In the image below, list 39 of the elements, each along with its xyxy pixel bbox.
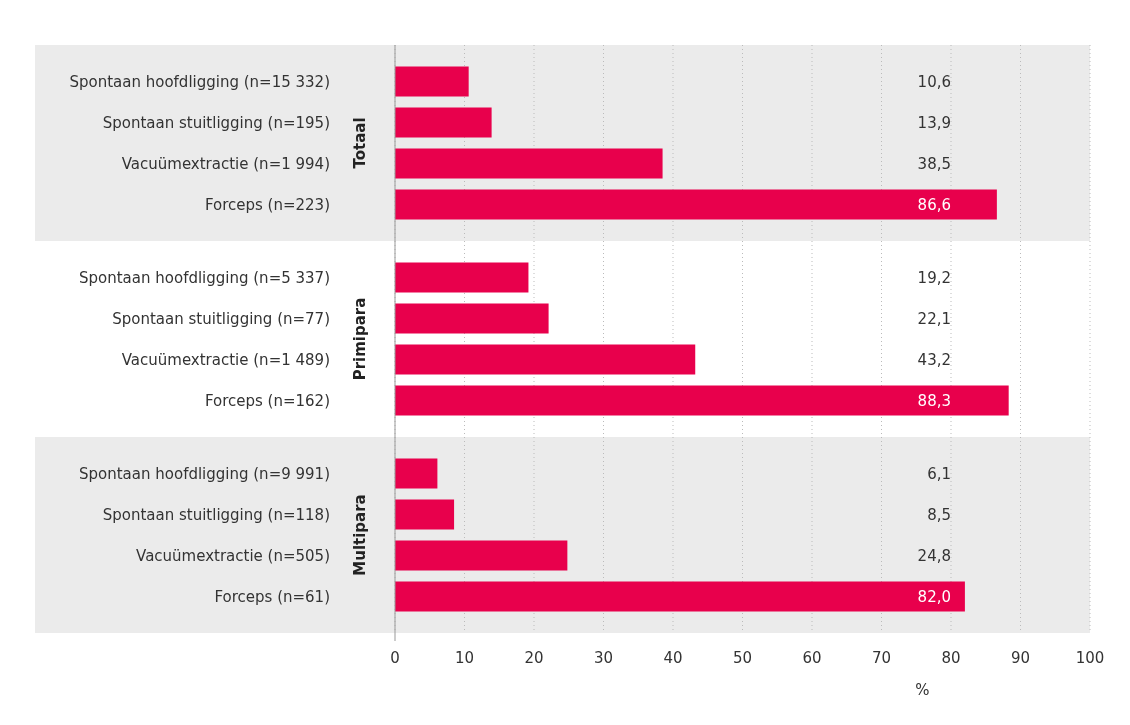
y-tick-label: Forceps (n=162) <box>204 391 330 410</box>
x-tick-label: 20 <box>524 649 544 667</box>
data-label: 24,8 <box>917 546 951 565</box>
y-tick-label: Spontaan hoofdligging (n=5 337) <box>79 268 330 287</box>
data-label: 13,9 <box>917 113 951 132</box>
y-tick-label: Spontaan stuitligging (n=195) <box>102 113 330 132</box>
y-tick-label: Spontaan hoofdligging (n=15 332) <box>69 72 330 91</box>
data-label: 43,2 <box>917 350 951 369</box>
y-tick-label: Vacuümextractie (n=1 994) <box>121 154 330 173</box>
y-tick-label: Vacuümextractie (n=505) <box>136 546 330 565</box>
y-tick-label: Forceps (n=61) <box>214 587 330 606</box>
data-label: 86,6 <box>917 195 951 214</box>
x-tick-label: 0 <box>390 649 400 667</box>
y-tick-label: Forceps (n=223) <box>204 195 330 214</box>
data-label: 88,3 <box>917 391 951 410</box>
x-tick-label: 30 <box>593 649 614 667</box>
x-tick-label: 80 <box>941 649 961 667</box>
y-tick-label: Spontaan hoofdligging (n=9 991) <box>79 464 330 483</box>
x-tick-label: 10 <box>454 649 475 667</box>
y-tick-label: Spontaan stuitligging (n=77) <box>112 309 330 328</box>
data-label: 22,1 <box>917 309 951 328</box>
x-tick-label: 50 <box>732 649 753 667</box>
data-label: 19,2 <box>917 268 951 287</box>
data-label: 6,1 <box>927 464 951 483</box>
x-tick-label: 40 <box>663 649 683 667</box>
data-label: 10,6 <box>917 72 951 91</box>
data-label: 8,5 <box>927 505 951 524</box>
data-label: 82,0 <box>917 587 951 606</box>
text: Primipara <box>351 297 369 381</box>
y-tick-label: Spontaan stuitligging (n=118) <box>102 505 330 524</box>
x-tick-label: 70 <box>871 649 892 667</box>
y-tick-label: Vacuümextractie (n=1 489) <box>121 350 330 369</box>
band-label: Totaal <box>351 117 369 169</box>
x-tick-label: 100 <box>1075 649 1105 667</box>
band-label: Multipara <box>351 494 369 576</box>
x-tick-label: 90 <box>1010 649 1031 667</box>
x-axis-title: % <box>915 681 930 699</box>
data-label: 38,5 <box>917 154 951 173</box>
x-tick-label: 60 <box>802 649 822 667</box>
